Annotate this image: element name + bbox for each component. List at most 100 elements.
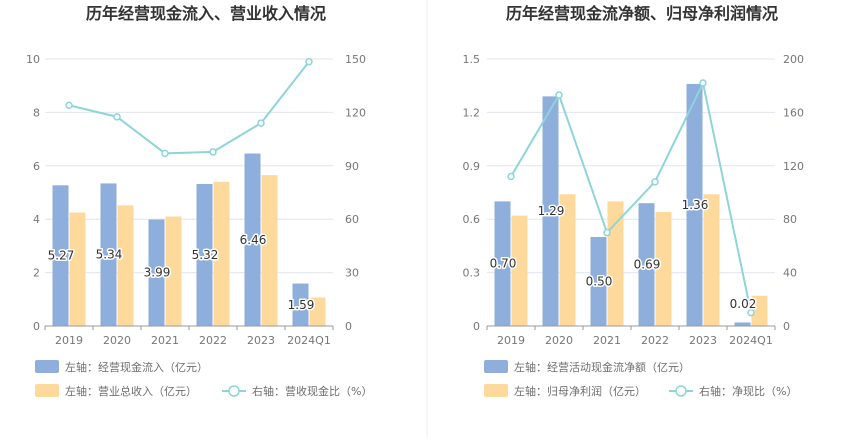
left-axis-tick: 2 [33,267,40,280]
bar-series-2 [69,212,86,326]
line-point [651,178,659,186]
x-tick-label: 2019 [55,334,83,347]
bar-series-2 [261,175,278,326]
line-point [603,228,611,237]
line-point [699,79,707,87]
line-point [161,149,169,158]
bar-series-2 [309,297,326,326]
bar-series-1 [542,96,559,326]
x-tick-label: 2021 [151,334,179,347]
legend-label: 左轴：营业总收入（亿元） [65,384,197,398]
right-axis-tick: 40 [783,267,797,280]
legend-label: 左轴：经营现金流入（亿元） [65,360,208,374]
bar-series-1 [196,183,213,326]
data-label: 0.69 [634,258,661,272]
right-axis-tick: 90 [345,160,359,173]
data-label: 5.27 [48,249,75,263]
line-point [555,91,563,99]
bar-series-2 [703,194,720,326]
x-tick-label: 2022 [199,334,227,347]
line-point [747,308,755,317]
legend-label: 左轴：经营活动现金流净额（亿元） [514,360,690,374]
line-point [257,119,265,127]
x-tick-label: 2020 [545,334,573,347]
data-label: 1.29 [538,204,565,218]
right-axis-tick: 120 [345,106,366,119]
x-tick-label: 2021 [593,334,621,347]
left-axis-tick: 8 [33,106,40,119]
right-axis-tick: 60 [345,213,359,226]
right-axis-tick: 160 [783,106,804,119]
x-tick-label: 2023 [689,334,717,347]
legend-swatch-line-marker [228,385,240,397]
line-series [510,79,752,313]
data-label: 1.59 [288,298,315,312]
bar-series-1 [686,83,703,326]
line-point [65,101,73,110]
legend-swatch-series-2 [484,384,508,397]
bar-series-2 [655,212,672,326]
x-tick-label: 2023 [247,334,275,347]
left-axis-tick: 4 [33,213,40,226]
legend-label: 右轴：营收现金比（%） [252,384,372,398]
bar-series-2 [117,205,134,326]
right-axis-tick: 0 [345,320,352,333]
line-point [209,148,217,156]
left-axis-tick: 0 [473,320,480,333]
left-axis-tick: 0.6 [463,213,481,226]
left-axis-tick: 1.5 [463,53,481,66]
chart-1: 历年经营现金流入、营业收入情况 0 0 2 30 4 60 6 90 8 120 10 150 2019 2… [26,4,372,398]
right-axis-tick: 200 [783,53,804,66]
bar-series-2 [607,201,624,326]
chart-title: 历年经营现金流净额、归母净利润情况 [506,4,778,23]
right-axis-tick: 0 [783,320,790,333]
bar-series-1 [292,283,309,326]
right-axis-tick: 30 [345,267,359,280]
legend-label: 右轴：净现比（%） [699,384,797,398]
data-label: 1.36 [682,198,709,212]
data-label: 0.70 [490,257,517,271]
bar-series-1 [100,183,117,326]
left-axis-tick: 1.2 [463,106,481,119]
data-label: 3.99 [144,266,171,280]
bar-series-1 [148,219,165,326]
data-label: 5.34 [96,248,123,262]
x-tick-label: 2024Q1 [729,334,773,347]
legend-label: 左轴：归母净利润（亿元） [514,384,646,398]
data-label: 0.50 [586,275,613,289]
line-point [113,113,121,121]
x-tick-label: 2019 [497,334,525,347]
left-axis-tick: 0.9 [463,160,481,173]
left-axis-tick: 6 [33,160,40,173]
bar-series-1 [590,237,607,326]
chart-title: 历年经营现金流入、营业收入情况 [86,4,326,23]
x-tick-label: 2022 [641,334,669,347]
right-axis-tick: 150 [345,53,366,66]
right-axis-tick: 120 [783,160,804,173]
bar-series-2 [165,216,182,326]
legend-swatch-series-1 [484,360,508,373]
left-axis-tick: 10 [26,53,40,66]
bar-series-2 [559,194,576,326]
bar-series-1 [734,322,751,326]
bar-series-2 [213,181,230,326]
legend-swatch-line-marker [675,385,687,397]
right-axis-tick: 80 [783,213,797,226]
x-tick-label: 2020 [103,334,131,347]
left-axis-tick: 0 [33,320,40,333]
bar-series-1 [494,201,511,326]
x-tick-label: 2024Q1 [287,334,331,347]
bar-series-2 [511,215,528,326]
bar-series-1 [52,185,69,326]
data-label: 5.32 [192,248,219,262]
line-point [305,57,313,66]
legend-swatch-series-1 [35,360,59,373]
bar-series-1 [638,203,655,326]
data-label: 0.02 [730,297,757,311]
legend-swatch-series-2 [35,384,59,397]
bar-series-1 [244,153,261,326]
line-point [507,172,515,181]
line-series [68,61,310,155]
